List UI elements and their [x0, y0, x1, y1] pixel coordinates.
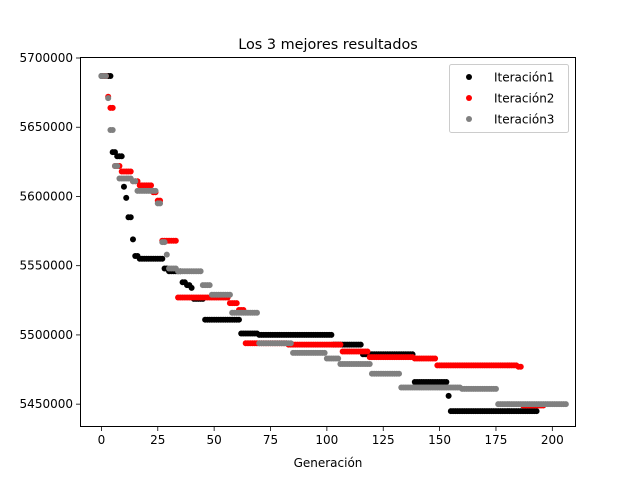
legend-marker: [466, 116, 472, 122]
x-tick-label: 175: [485, 433, 508, 447]
chart-title: Los 3 mejores resultados: [238, 37, 418, 53]
data-point: [226, 291, 233, 298]
data-point: [102, 73, 109, 79]
x-tick-label: 125: [372, 433, 395, 447]
x-axis-label: Generación: [294, 456, 363, 470]
data-point: [287, 340, 294, 347]
x-tick-label: 200: [541, 433, 564, 447]
data-point: [432, 355, 439, 362]
plot-points: [98, 73, 569, 415]
data-point: [107, 73, 114, 79]
data-point: [366, 361, 373, 367]
y-axis: 5450000 5500000 5550000 5600000 5650000 57000…: [20, 51, 80, 411]
data-point: [114, 163, 121, 169]
data-point: [132, 178, 139, 185]
x-tick-label: 100: [315, 433, 338, 447]
data-point: [172, 237, 179, 244]
x-tick-label: 50: [207, 433, 222, 447]
data-point: [123, 194, 130, 201]
data-point: [443, 379, 450, 385]
y-tick-label: 5700000: [20, 51, 73, 65]
x-tick-label: 150: [428, 433, 451, 447]
y-tick-label: 5550000: [20, 259, 73, 273]
data-point: [188, 284, 195, 291]
legend-label: Iteración1: [494, 71, 554, 85]
data-point: [533, 408, 540, 415]
data-point: [129, 236, 136, 243]
data-point: [364, 348, 371, 355]
data-point: [337, 341, 344, 348]
data-point: [328, 331, 335, 338]
legend-marker: [466, 74, 472, 80]
data-point: [562, 401, 569, 408]
x-tick-label: 75: [263, 433, 278, 447]
data-point: [357, 341, 364, 348]
series-Iteración3: [98, 73, 569, 408]
data-point: [335, 355, 342, 362]
legend-box: [449, 64, 569, 133]
legend-marker: [466, 95, 472, 101]
y-tick-label: 5650000: [20, 120, 73, 134]
legend-label: Iteración2: [494, 92, 554, 106]
data-point: [157, 200, 164, 207]
x-axis: 0 25 50 75 100 125 150 175 200: [98, 427, 564, 447]
legend: Iteración1 Iteración2 Iteración3: [449, 64, 569, 133]
x-tick-label: 0: [98, 433, 106, 447]
data-point: [197, 268, 204, 275]
data-point: [120, 183, 127, 190]
data-point: [235, 316, 242, 323]
data-point: [127, 214, 134, 221]
data-point: [253, 309, 260, 316]
data-point: [148, 182, 155, 189]
data-point: [105, 95, 112, 102]
y-tick-label: 5450000: [20, 397, 73, 411]
y-tick-label: 5500000: [20, 328, 73, 342]
data-point: [321, 349, 328, 356]
data-point: [109, 104, 116, 111]
data-point: [517, 363, 524, 370]
data-point: [159, 255, 166, 262]
data-point: [152, 187, 159, 194]
plot-frame: [80, 57, 576, 427]
data-point: [233, 300, 240, 307]
data-point: [445, 392, 452, 399]
legend-label: Iteración3: [494, 113, 554, 127]
data-point: [206, 282, 213, 289]
data-point: [163, 251, 170, 258]
data-point: [118, 153, 125, 160]
data-point: [492, 385, 499, 392]
data-point: [161, 239, 168, 246]
x-tick-label: 25: [150, 433, 165, 447]
data-point: [109, 127, 116, 133]
y-tick-label: 5600000: [20, 189, 73, 203]
data-point: [127, 168, 134, 175]
data-point: [396, 370, 403, 377]
